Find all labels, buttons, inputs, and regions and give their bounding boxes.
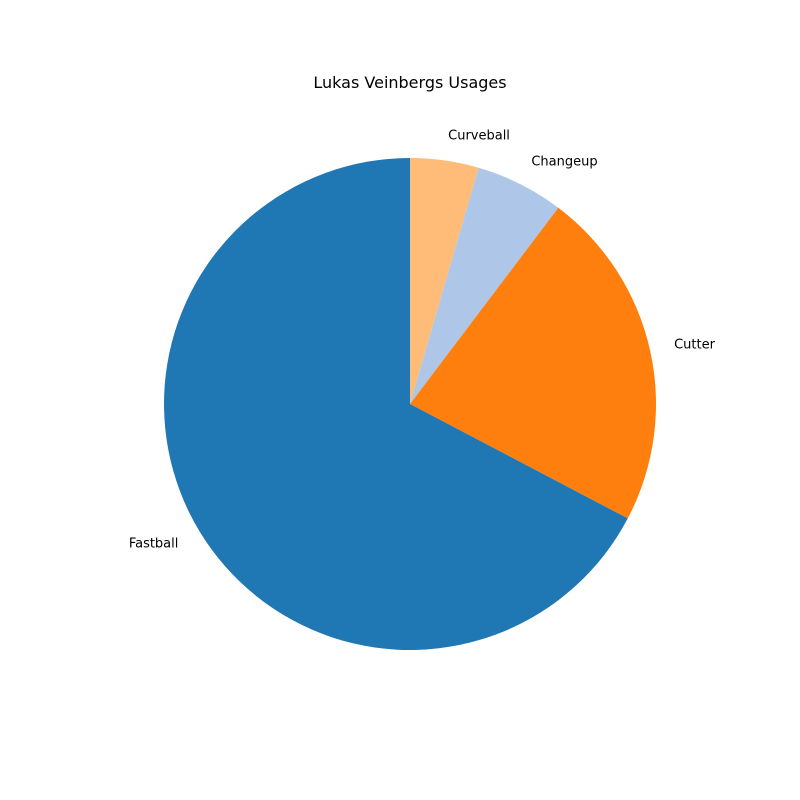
chart-title: Lukas Veinbergs Usages: [313, 73, 506, 92]
pie-slice-curveball: [410, 158, 479, 404]
pie-labels: Curveball Changeup Cutter Fastball: [129, 129, 716, 552]
slice-label-changeup: Changeup: [531, 155, 597, 170]
slice-label-fastball: Fastball: [129, 536, 179, 551]
pie-slice-fastball: [164, 158, 628, 651]
slice-label-cutter: Cutter: [674, 337, 716, 352]
pie-slices: [164, 158, 657, 651]
slice-label-curveball: Curveball: [448, 129, 510, 144]
pie-slice-cutter: [410, 207, 657, 519]
pie-slice-changeup: [410, 167, 559, 404]
